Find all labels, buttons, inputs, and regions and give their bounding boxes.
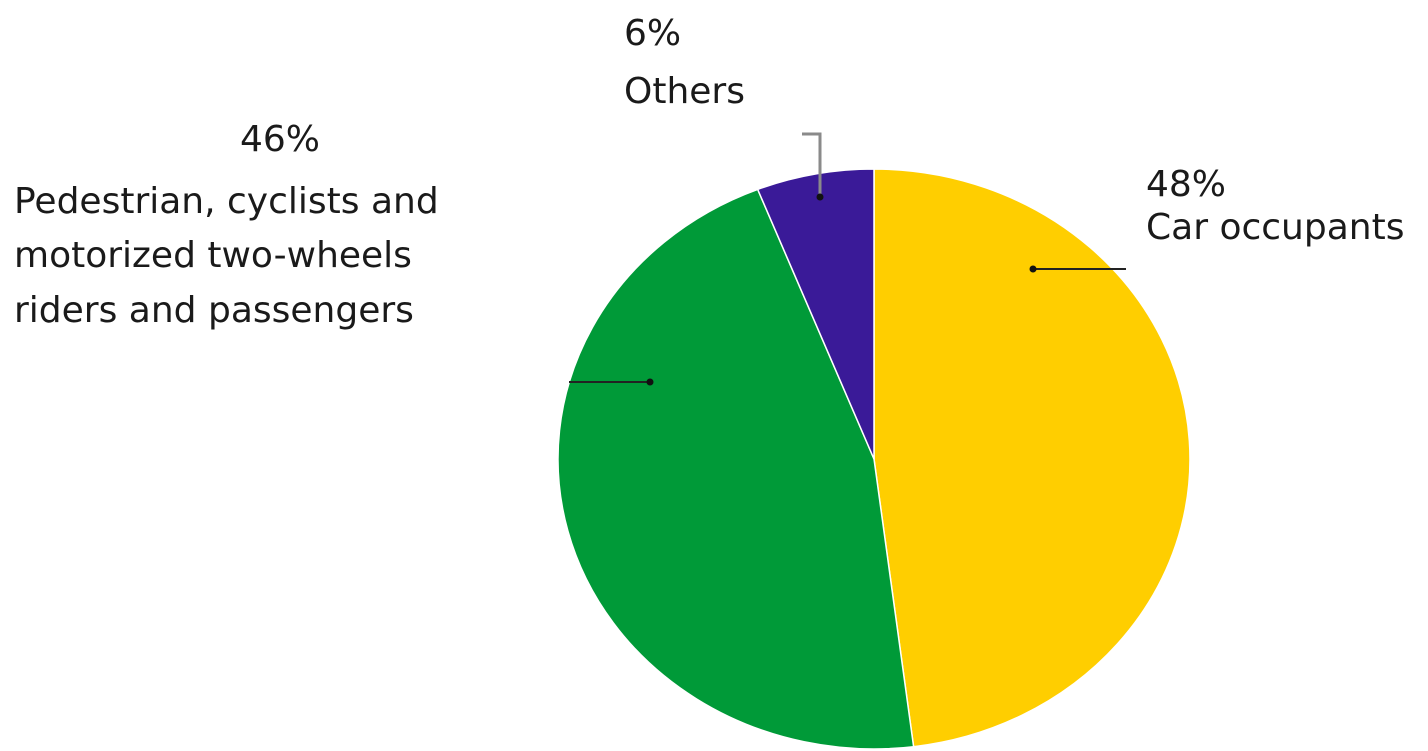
label-pedestrian-line-2: motorized two-wheels: [14, 235, 412, 276]
label-car-occupants-percent: 48%: [1146, 164, 1226, 205]
leader-dot-car-occupants: [1029, 265, 1037, 273]
label-pedestrian-line-3: riders and passengers: [14, 290, 414, 331]
label-pedestrian-line-1: Pedestrian, cyclists and: [14, 181, 439, 222]
slice-pedestrian-cyclists-two-wheels: [557, 188, 915, 750]
label-pedestrian-percent: 46%: [240, 119, 320, 160]
leader-line-others: [802, 132, 822, 197]
leader-lines: [569, 132, 1126, 386]
leader-dot-others: [816, 193, 824, 201]
label-car-occupants-name: Car occupants: [1146, 207, 1404, 248]
label-others-name: Others: [624, 71, 745, 112]
slice-others: [756, 168, 875, 460]
label-others-percent: 6%: [624, 13, 681, 54]
slice-car-occupants: [873, 168, 1191, 748]
pie-slices: [557, 168, 1191, 750]
leader-dot-pedestrian: [646, 378, 654, 386]
